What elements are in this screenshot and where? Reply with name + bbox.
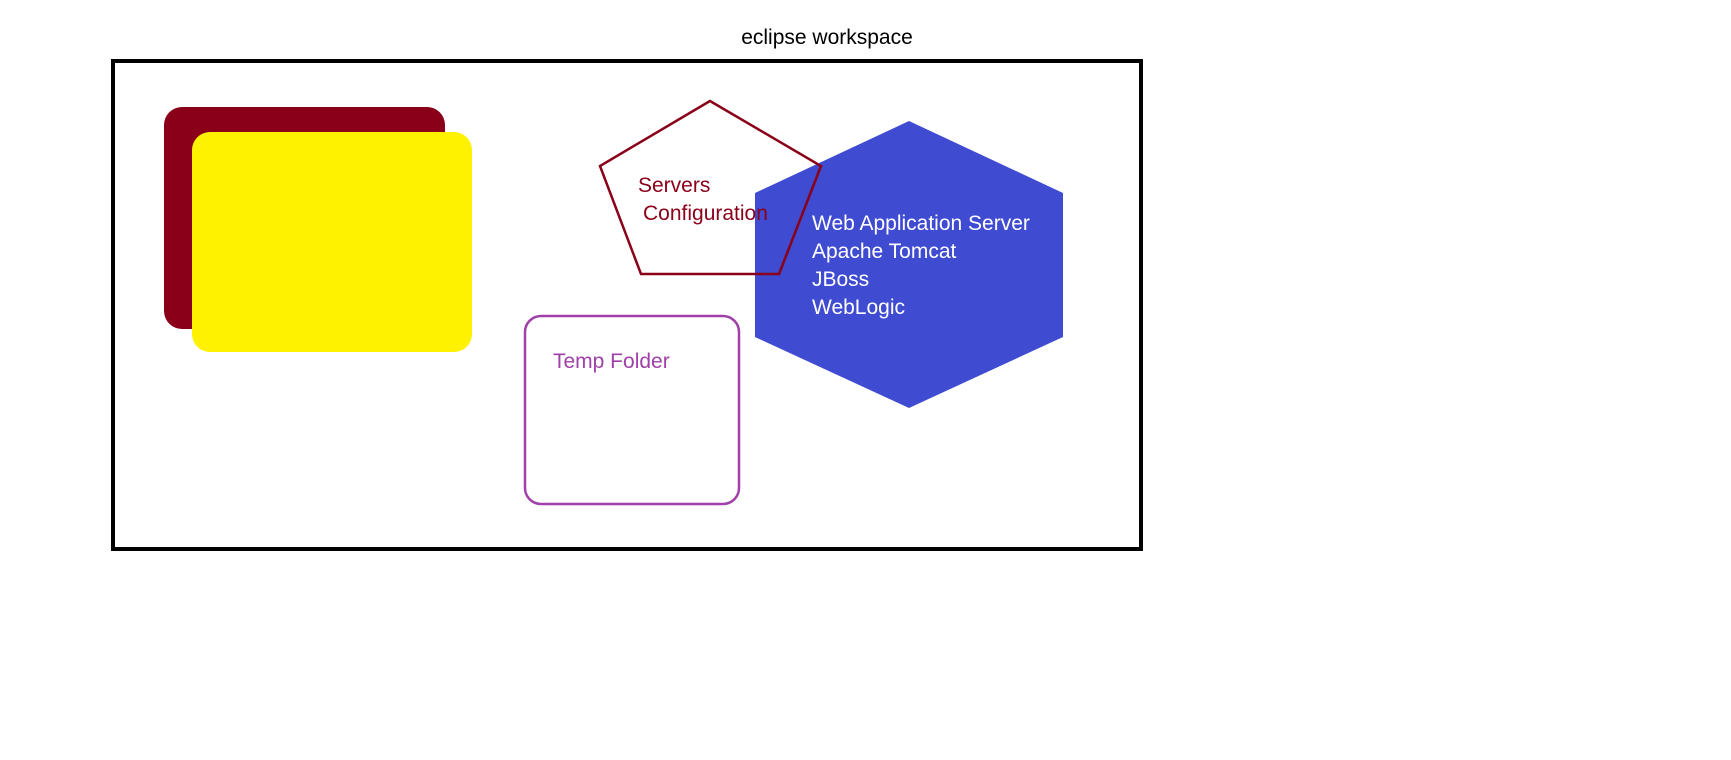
servers-configuration-label-line1: Servers bbox=[638, 174, 710, 197]
hexagon-line-web-application-server: Web Application Server bbox=[812, 212, 1030, 235]
hexagon-line-weblogic: WebLogic bbox=[812, 296, 905, 319]
diagram-title: eclipse workspace bbox=[741, 26, 913, 49]
web-application-server-hexagon bbox=[755, 121, 1063, 408]
temp-folder-label: Temp Folder bbox=[553, 350, 670, 373]
front-card bbox=[192, 132, 472, 352]
hexagon-line-jboss: JBoss bbox=[812, 268, 869, 291]
servers-configuration-label-line2: Configuration bbox=[643, 202, 768, 225]
hexagon-line-apache-tomcat: Apache Tomcat bbox=[812, 240, 957, 263]
workspace-frame bbox=[111, 59, 1143, 551]
servers-configuration-pentagon bbox=[598, 99, 823, 276]
temp-folder-box bbox=[523, 314, 741, 506]
